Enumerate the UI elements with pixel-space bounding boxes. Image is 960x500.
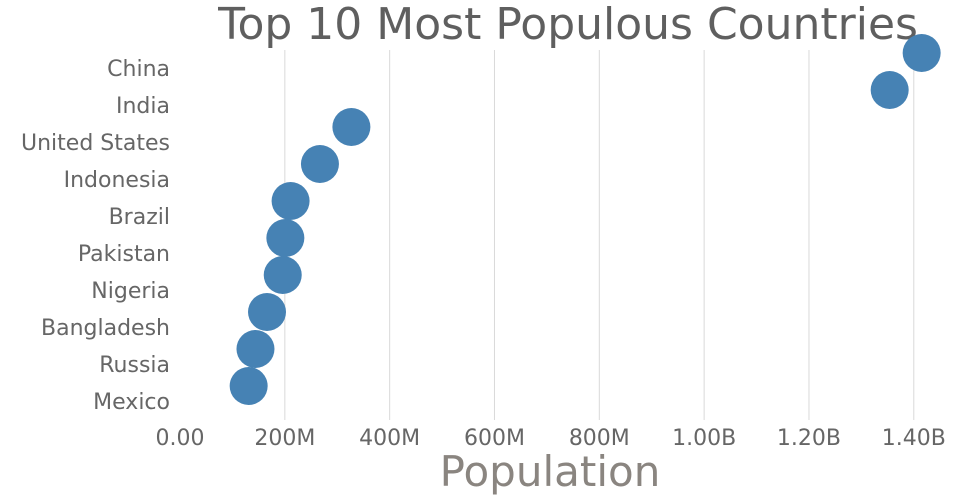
x-tick-label: 0.00	[156, 426, 205, 451]
data-points	[229, 34, 941, 405]
data-point	[870, 71, 909, 109]
x-tick-label: 1.20B	[777, 426, 841, 451]
y-category-label: Brazil	[109, 205, 170, 230]
y-axis-labels: China India United States Indonesia Brazil Pa…	[21, 57, 170, 415]
data-point	[263, 256, 302, 294]
y-category-label: United States	[21, 131, 170, 156]
data-point	[902, 34, 941, 72]
x-tick-label: 1.40B	[882, 426, 946, 451]
y-category-label: Russia	[99, 353, 170, 378]
y-category-label: Indonesia	[64, 168, 170, 193]
data-point	[332, 108, 371, 146]
y-category-label: India	[116, 94, 170, 119]
data-point	[266, 219, 305, 257]
x-axis-tick-labels: 0.00 200M 400M 600M 800M 1.00B 1.20B 1.40B	[156, 426, 946, 451]
data-point	[236, 330, 275, 368]
y-category-label: Pakistan	[78, 242, 170, 267]
x-tick-label: 800M	[569, 426, 630, 451]
grid-layer	[284, 50, 915, 420]
data-point	[300, 145, 339, 183]
x-axis-title: Population	[440, 447, 661, 496]
y-category-label: Mexico	[93, 390, 170, 415]
y-category-label: Bangladesh	[41, 316, 170, 341]
x-tick-label: 200M	[254, 426, 315, 451]
data-point	[248, 293, 287, 331]
x-tick-label: 400M	[359, 426, 420, 451]
data-point	[271, 182, 310, 220]
chart-title: Top 10 Most Populous Countries	[217, 0, 918, 50]
x-tick-label: 600M	[464, 426, 525, 451]
y-category-label: China	[107, 57, 170, 82]
x-tick-label: 1.00B	[672, 426, 736, 451]
y-category-label: Nigeria	[91, 279, 170, 304]
data-point	[229, 367, 268, 405]
